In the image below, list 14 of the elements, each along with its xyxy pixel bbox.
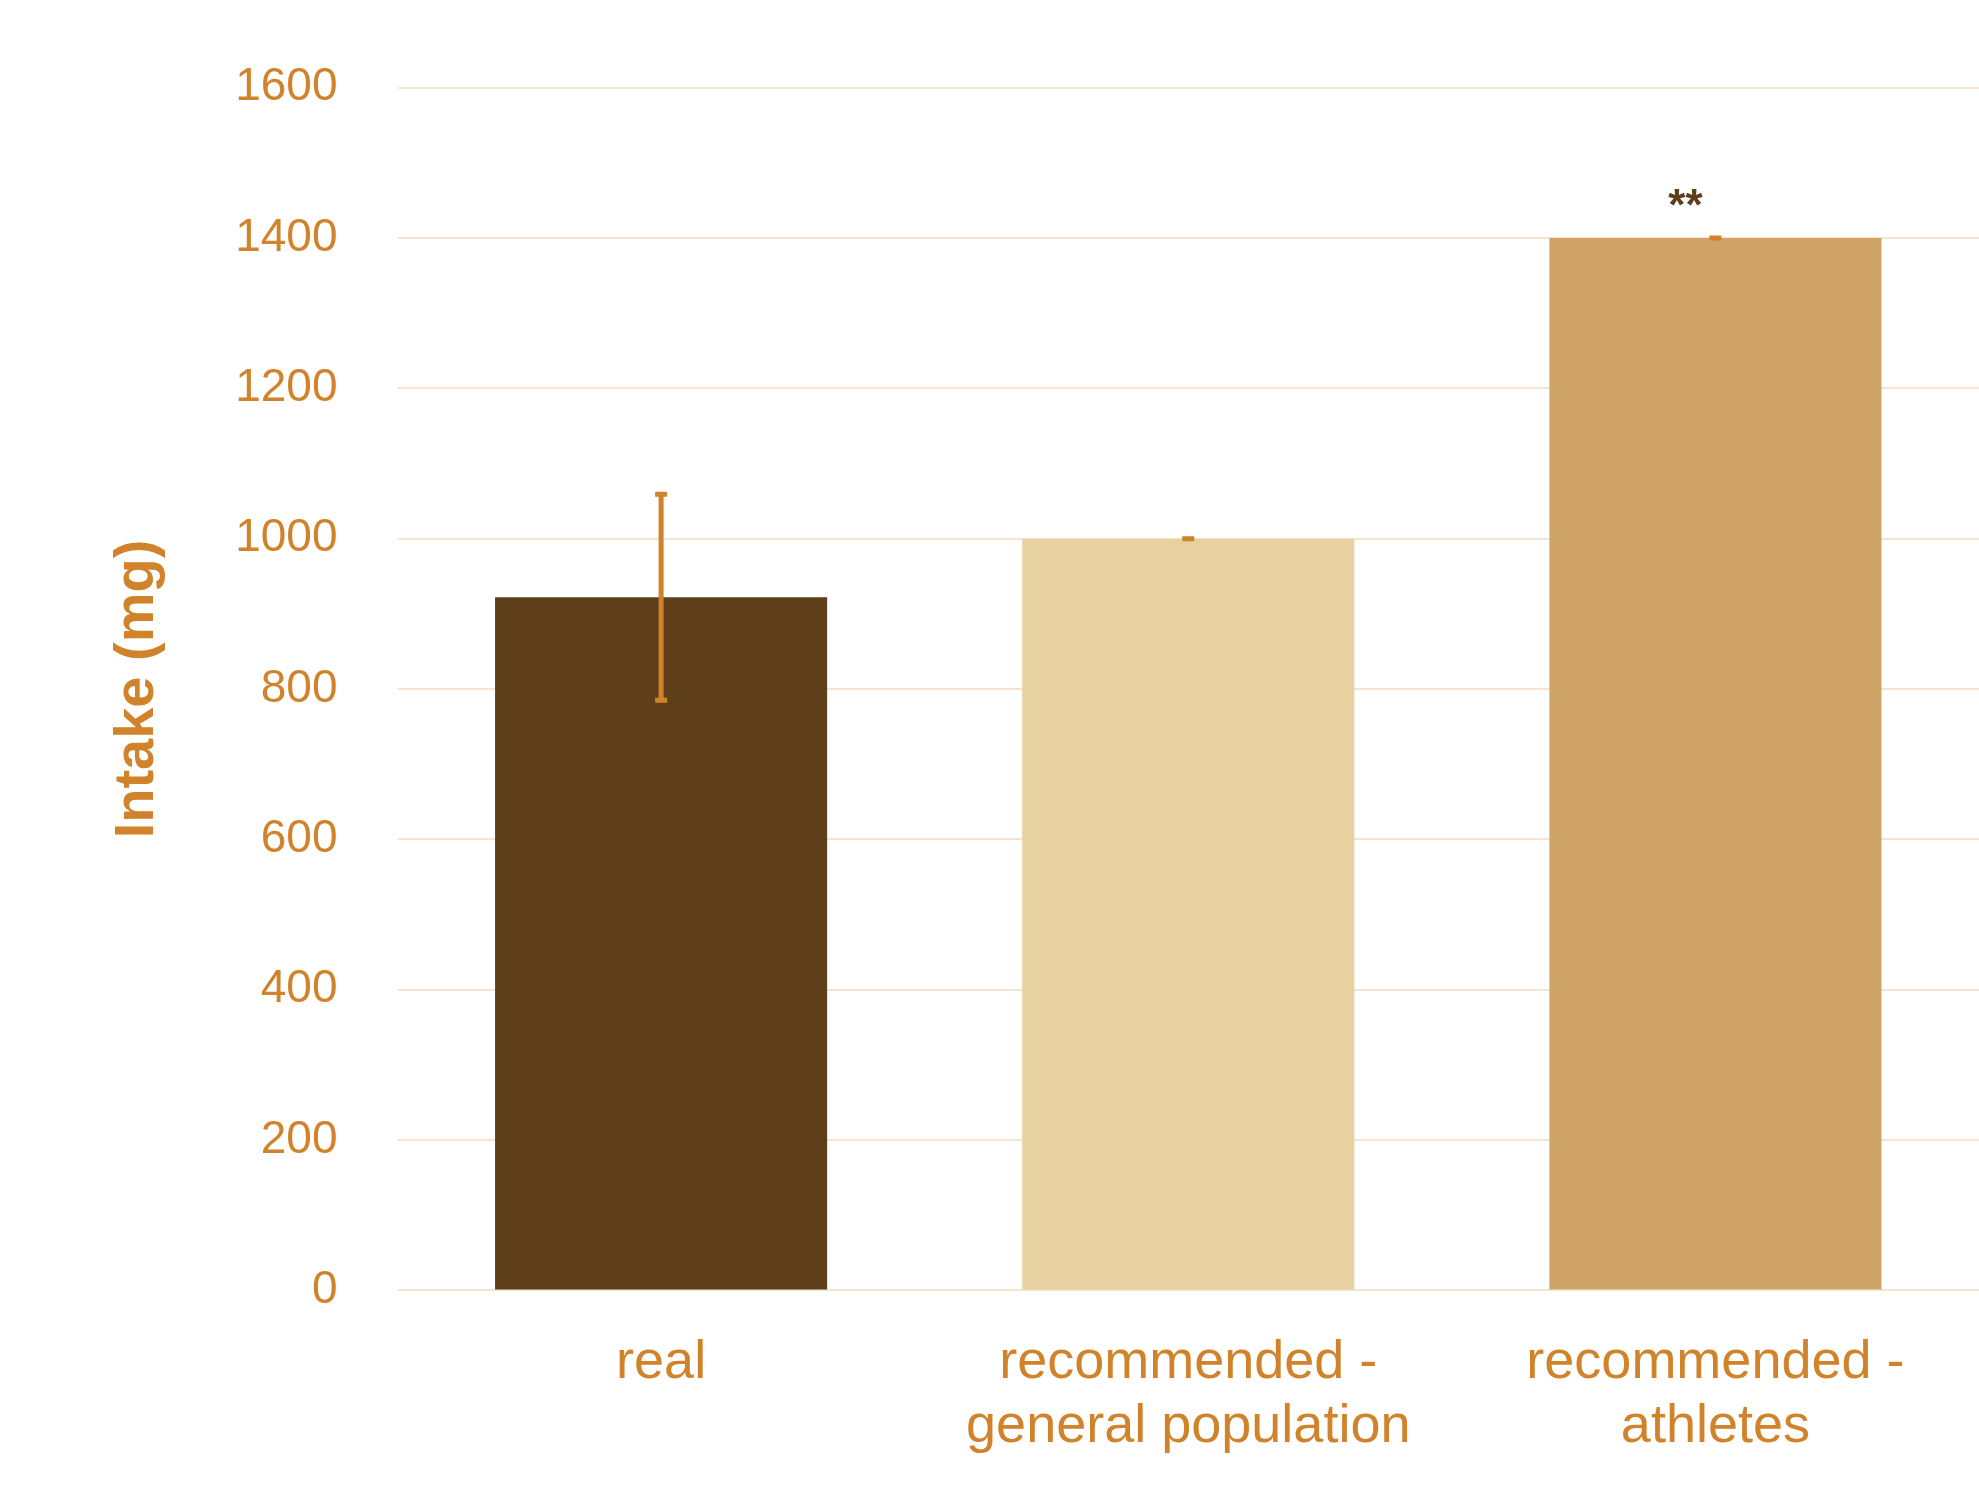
y-tick-label: 400 bbox=[260, 960, 338, 1013]
y-tick-label: 1400 bbox=[235, 208, 338, 261]
y-tick-label: 800 bbox=[260, 659, 338, 712]
y-tick-label: 600 bbox=[260, 810, 338, 863]
y-tick-label: 1600 bbox=[235, 58, 338, 111]
x-tick-label: recommended - athletes bbox=[1526, 1328, 1905, 1454]
x-tick-label: recommended - general population bbox=[966, 1328, 1411, 1454]
y-axis-title: Intake (mg) bbox=[102, 539, 166, 839]
y-tick-label: 1000 bbox=[235, 509, 338, 562]
y-tick-label: 200 bbox=[260, 1110, 338, 1163]
y-tick-label: 1200 bbox=[235, 358, 338, 411]
y-tick-label: 0 bbox=[311, 1261, 338, 1314]
annotation: ** bbox=[1668, 180, 1704, 230]
x-tick-label: real bbox=[616, 1328, 707, 1389]
